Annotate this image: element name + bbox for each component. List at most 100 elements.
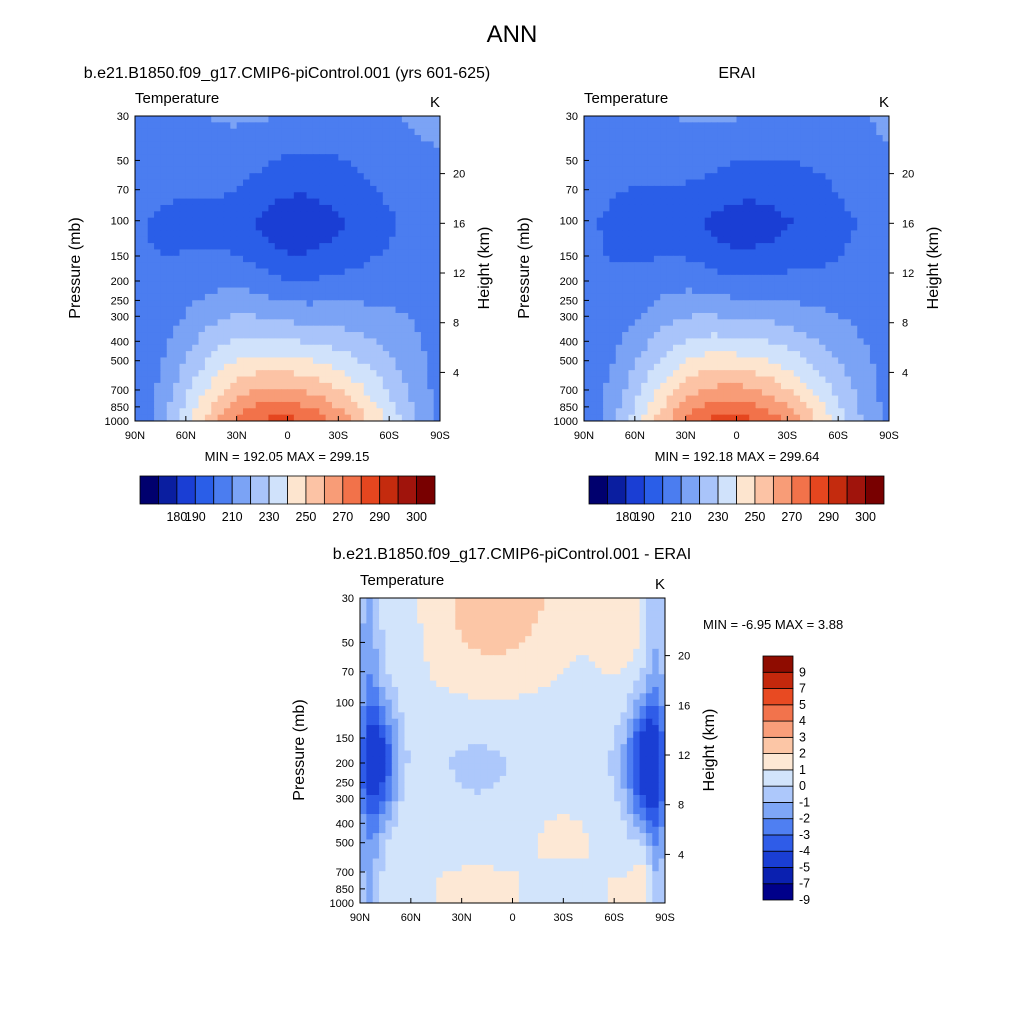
- contour-cell: [584, 389, 591, 397]
- contour-cell: [268, 306, 276, 314]
- contour-cell: [217, 281, 225, 289]
- contour-cell: [382, 192, 390, 200]
- contour-cell: [192, 141, 200, 149]
- contour-cell: [869, 160, 877, 168]
- contour-cell: [351, 268, 358, 276]
- contour-cell: [243, 236, 250, 244]
- contour-cell: [363, 357, 371, 365]
- contour-cell: [787, 401, 795, 409]
- contour-cell: [344, 389, 352, 397]
- contour-cell: [192, 255, 200, 263]
- contour-cell: [249, 141, 257, 149]
- contour-cell: [672, 236, 680, 244]
- contour-cell: [268, 351, 276, 359]
- contour-cell: [223, 198, 231, 206]
- contour-cell: [774, 230, 782, 238]
- contour-cell: [806, 160, 814, 168]
- contour-cell: [679, 249, 687, 257]
- contour-cell: [300, 122, 308, 130]
- contour-cell: [800, 389, 807, 397]
- contour-cell: [800, 179, 807, 187]
- contour-cell: [243, 287, 250, 295]
- contour-cell: [819, 230, 827, 238]
- contour-cell: [596, 293, 604, 301]
- contour-cell: [755, 192, 763, 200]
- contour-cell: [306, 255, 314, 263]
- contour-cell: [312, 166, 320, 174]
- contour-cell: [812, 224, 820, 231]
- contour-cell: [698, 179, 706, 187]
- contour-cell: [192, 211, 200, 219]
- contour-cell: [331, 243, 339, 251]
- contour-cell: [876, 211, 884, 219]
- contour-cell: [325, 128, 333, 136]
- contour-cell: [615, 262, 623, 270]
- contour-cell: [793, 262, 801, 270]
- contour-cell: [408, 224, 416, 231]
- contour-cell: [800, 395, 807, 403]
- contour-cell: [672, 287, 680, 295]
- contour-cell: [812, 173, 820, 181]
- contour-cell: [331, 401, 339, 409]
- contour-cell: [274, 293, 282, 301]
- contour-cell: [204, 287, 212, 295]
- contour-cell: [408, 274, 416, 282]
- contour-cell: [204, 300, 212, 308]
- contour-cell: [793, 414, 801, 421]
- contour-cell: [433, 211, 440, 219]
- contour-cell: [595, 604, 603, 612]
- contour-cell: [768, 306, 776, 314]
- contour-cell: [376, 217, 384, 225]
- contour-cell: [863, 204, 871, 212]
- contour-cell: [780, 408, 788, 416]
- contour-cell: [647, 255, 655, 263]
- contour-cell: [414, 262, 422, 270]
- contour-cell: [147, 166, 155, 174]
- contour-cell: [262, 179, 270, 187]
- contour-cell: [414, 357, 422, 365]
- contour-cell: [711, 370, 719, 378]
- contour-cell: [217, 122, 225, 130]
- contour-cell: [331, 166, 339, 174]
- contour-cell: [417, 604, 425, 612]
- contour-cell: [609, 116, 617, 123]
- contour-cell: [749, 312, 757, 320]
- contour-cell: [223, 217, 231, 225]
- contour-cell: [179, 312, 187, 320]
- contour-cell: [268, 401, 276, 409]
- contour-cell: [869, 363, 877, 371]
- contour-cell: [204, 154, 212, 162]
- contour-cell: [160, 344, 168, 352]
- contour-cell: [255, 147, 263, 155]
- contour-cell: [268, 357, 276, 365]
- contour-cell: [793, 128, 801, 136]
- contour-cell: [236, 363, 244, 371]
- contour-cell: [569, 617, 577, 625]
- contour-cell: [819, 389, 827, 397]
- contour-cell: [274, 230, 282, 238]
- contour-cell: [211, 198, 219, 206]
- contour-cell: [685, 230, 693, 238]
- contour-cell: [372, 610, 380, 618]
- contour-cell: [230, 116, 238, 123]
- contour-cell: [420, 274, 428, 282]
- contour-cell: [395, 211, 403, 219]
- contour-cell: [223, 166, 231, 174]
- contour-cell: [389, 395, 397, 403]
- contour-cell: [306, 300, 314, 308]
- contour-cell: [863, 287, 871, 295]
- contour-cell: [442, 617, 450, 625]
- contour-cell: [812, 332, 820, 339]
- contour-cell: [819, 382, 827, 390]
- contour-cell: [185, 204, 193, 212]
- contour-cell: [204, 192, 212, 200]
- contour-cell: [761, 357, 769, 365]
- contour-cell: [647, 128, 655, 136]
- x-tick-label: 90N: [125, 430, 145, 442]
- contour-cell: [653, 230, 661, 238]
- contour-cell: [749, 160, 757, 168]
- contour-cell: [433, 268, 440, 276]
- contour-cell: [761, 395, 769, 403]
- contour-cell: [692, 224, 699, 231]
- colorbar-swatch: [268, 475, 288, 505]
